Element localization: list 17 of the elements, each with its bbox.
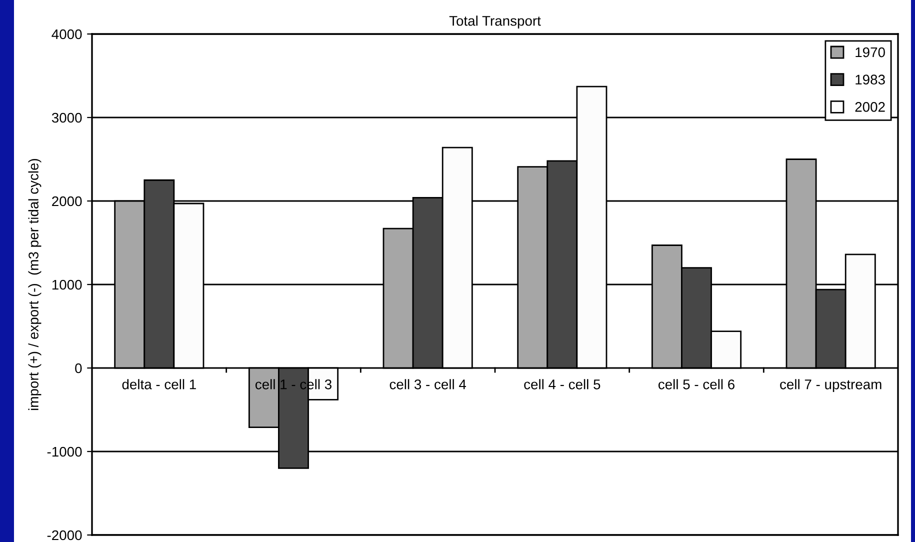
legend-label: 1970 <box>856 47 885 58</box>
legend-label: 2002 <box>855 102 885 112</box>
chart-title: Total Transport <box>449 16 541 29</box>
x-tick-label: cell 7 - upstream <box>780 379 882 392</box>
y-tick-label: 3000 <box>52 112 82 123</box>
legend-label: 1983 <box>856 74 885 85</box>
y-tick-label: -2000 <box>47 530 82 540</box>
y-axis-title: import (+) / export (-) (m3 per tidal cycle) <box>28 158 42 410</box>
y-tick-label: 0 <box>75 363 82 374</box>
y-tick-label: 1000 <box>52 280 82 290</box>
x-tick-label: delta - cell 1 <box>122 379 196 390</box>
y-tick-label: -1000 <box>47 446 82 457</box>
x-tick-label: cell 4 - cell 5 <box>524 379 600 390</box>
x-tick-label: cell 3 - cell 4 <box>390 379 466 390</box>
y-tick-label: 2000 <box>52 196 82 206</box>
x-tick-label: cell 5 - cell 6 <box>658 379 734 390</box>
y-tick-label: 4000 <box>52 29 82 40</box>
